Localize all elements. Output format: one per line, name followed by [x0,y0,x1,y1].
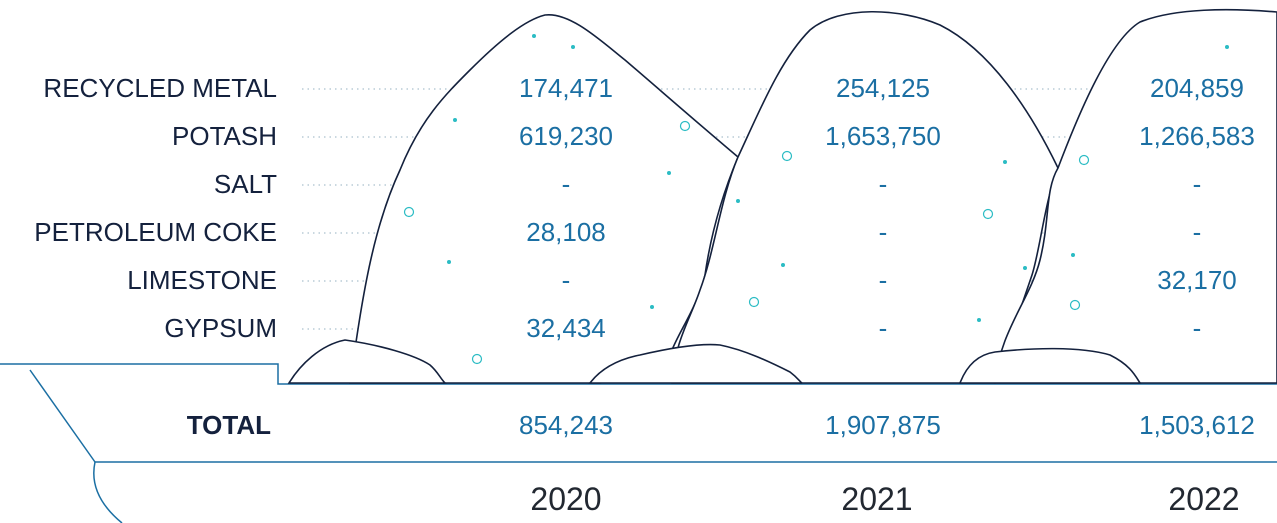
value-potash-2022: 1,266,583 [1139,121,1255,151]
value-recycled-metal-2021: 254,125 [836,73,930,103]
value-recycled-metal-2020: 174,471 [519,73,613,103]
cargo-pile-2021 [671,10,1059,384]
value-gypsum-2022: - [1192,313,1202,343]
row-label-salt: SALT [213,169,277,199]
total-value-2020: 854,243 [519,410,613,440]
row-label-petroleum-coke: PETROLEUM COKE [34,217,277,247]
value-recycled-metal-2022: 204,859 [1150,73,1244,103]
total-value-2021: 1,907,875 [825,410,941,440]
cargo-pile-2020 [349,14,739,384]
cargo-pile-small-2 [588,343,803,384]
value-petroleum-coke-2020: 28,108 [526,217,606,247]
value-petroleum-coke-2021: - [878,217,888,247]
value-salt-2020: - [561,169,571,199]
year-label-2021: 2021 [841,481,913,517]
cargo-pile-small-3 [958,347,1142,384]
ship-hull [0,363,1277,523]
cargo-pile-small-1 [287,339,447,384]
value-limestone-2021: - [878,265,888,295]
value-salt-2021: - [878,169,888,199]
hull-keel-curve [93,461,123,523]
cargo-pile-2022 [994,8,1277,384]
total-value-2022: 1,503,612 [1139,410,1255,440]
value-petroleum-coke-2022: - [1192,217,1202,247]
value-limestone-2022: 32,170 [1157,265,1237,295]
value-gypsum-2020: 32,434 [526,313,606,343]
value-limestone-2020: - [561,265,571,295]
value-gypsum-2021: - [878,313,888,343]
year-label-2022: 2022 [1168,481,1240,517]
year-label-2020: 2020 [530,481,602,517]
total-label: TOTAL [186,410,271,440]
deck-line [0,363,1277,385]
row-label-gypsum: GYPSUM [164,313,277,343]
row-label-potash: POTASH [172,121,277,151]
accent-marks [403,34,1229,365]
row-label-limestone: LIMESTONE [127,265,277,295]
row-label-recycled-metal: RECYCLED METAL [43,73,277,103]
value-potash-2020: 619,230 [519,121,613,151]
hull-bow-line [29,369,96,463]
value-potash-2021: 1,653,750 [825,121,941,151]
cargo-piles [287,8,1277,384]
value-salt-2022: - [1192,169,1202,199]
